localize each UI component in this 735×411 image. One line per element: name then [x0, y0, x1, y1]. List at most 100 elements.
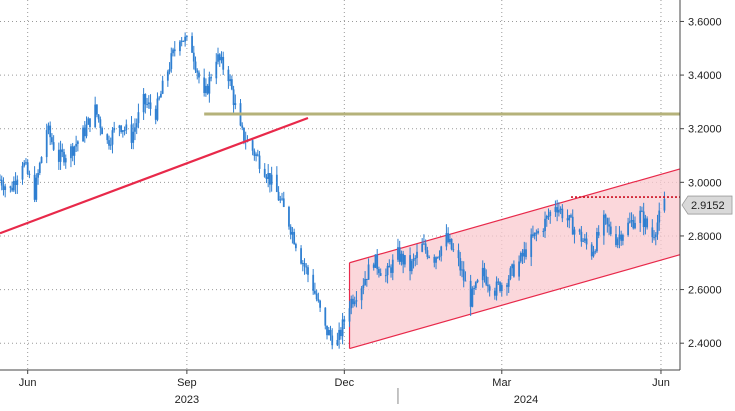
- y-tick-label: 3.0000: [688, 177, 722, 189]
- candle-body: [26, 162, 29, 174]
- y-tick-label: 3.4000: [688, 70, 722, 82]
- candle-body: [642, 211, 645, 228]
- candle-body: [82, 127, 84, 142]
- candle-body: [400, 253, 403, 262]
- candle-body: [47, 125, 50, 131]
- candle-body: [338, 329, 341, 340]
- candle-body: [410, 260, 413, 272]
- candle-body: [281, 198, 283, 200]
- candle-body: [229, 79, 232, 82]
- candle-body: [267, 173, 270, 179]
- candle-body: [73, 146, 76, 156]
- year-label: 2023: [175, 394, 199, 406]
- y-tick-label: 3.2000: [688, 124, 722, 136]
- support-trendline: [0, 116, 309, 235]
- candle-body: [602, 214, 605, 236]
- candle-body: [651, 227, 654, 238]
- candle-body: [75, 143, 78, 147]
- candle-body: [436, 257, 439, 259]
- candle-body: [397, 247, 399, 260]
- candle-body: [147, 102, 150, 105]
- candle-body: [314, 290, 316, 294]
- candle-body: [269, 173, 271, 185]
- candle-body: [61, 149, 64, 152]
- candle-body: [109, 144, 112, 146]
- candle-body: [251, 140, 254, 151]
- candle-body: [488, 286, 491, 291]
- candle-body: [121, 130, 124, 132]
- candle-body: [483, 267, 486, 277]
- candle-body: [616, 239, 619, 246]
- candle-body: [452, 249, 455, 251]
- candle-body: [374, 254, 377, 268]
- candle-body: [87, 118, 90, 125]
- candle-body: [2, 185, 5, 190]
- channel-lower-line: [349, 254, 681, 350]
- candle-body: [433, 256, 436, 263]
- candle-body: [179, 41, 181, 52]
- candle-body: [556, 207, 559, 213]
- candle-body: [185, 36, 188, 38]
- candle-body: [544, 218, 546, 232]
- candle-body: [426, 250, 429, 257]
- candle-body: [663, 198, 666, 211]
- candle-body: [450, 238, 453, 250]
- x-tick-label: Dec: [335, 377, 355, 389]
- candle-body: [628, 221, 631, 223]
- candle-body: [270, 174, 273, 185]
- candle-body: [279, 199, 282, 201]
- candle-body: [45, 130, 48, 158]
- candle-body: [154, 108, 157, 120]
- grid: [0, 0, 680, 370]
- candle-body: [646, 218, 649, 228]
- candle-body: [409, 255, 411, 272]
- candle-body: [288, 206, 290, 227]
- candle-body: [255, 154, 257, 156]
- candle-body: [372, 264, 375, 268]
- candle-body: [568, 215, 571, 221]
- candle-body: [634, 222, 636, 229]
- candle-body: [423, 243, 425, 245]
- candle-body: [511, 264, 514, 269]
- year-label: 2024: [514, 394, 538, 406]
- candle-body: [398, 247, 401, 262]
- candle-body: [615, 234, 617, 246]
- candle-body: [137, 112, 140, 124]
- candle-body: [639, 210, 642, 223]
- candle-body: [234, 103, 237, 105]
- candle-body: [95, 104, 98, 115]
- candle-body: [106, 134, 109, 141]
- candle-body: [341, 319, 344, 337]
- candle-body: [191, 36, 193, 53]
- candle-body: [89, 118, 91, 127]
- candle-body: [414, 257, 417, 259]
- last-value-label: 2.9152: [691, 200, 725, 212]
- candle-body: [476, 280, 479, 283]
- candle-body: [315, 293, 318, 300]
- candle-body: [9, 186, 12, 188]
- candle-body: [180, 40, 183, 42]
- candle-body: [326, 325, 328, 336]
- candle-body: [210, 77, 212, 79]
- candle-body: [94, 104, 97, 127]
- candle-body: [428, 256, 431, 258]
- candle-body: [241, 125, 244, 128]
- candle-body: [542, 230, 545, 232]
- candle-body: [196, 70, 199, 73]
- candle-body: [324, 307, 327, 326]
- candle-body: [0, 179, 1, 181]
- candle-body: [352, 298, 354, 305]
- candle-body: [388, 265, 391, 268]
- candle-body: [192, 52, 195, 62]
- candle-body: [59, 149, 62, 162]
- candle-body: [487, 284, 489, 287]
- candle-body: [158, 97, 161, 99]
- candle-body: [606, 218, 609, 225]
- candle-body: [438, 255, 441, 258]
- candle-body: [40, 157, 43, 164]
- candle-body: [194, 61, 197, 71]
- candle-body: [549, 211, 552, 216]
- candle-body: [118, 125, 121, 128]
- candle-body: [168, 69, 171, 72]
- candle-body: [172, 49, 174, 54]
